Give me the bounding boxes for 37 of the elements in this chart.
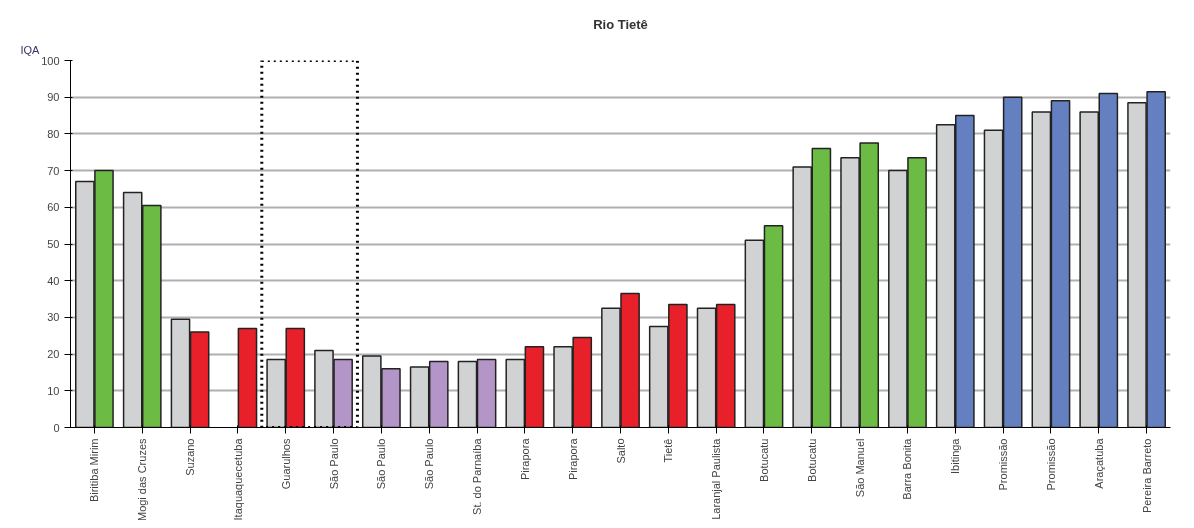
x-tick-label: Mogi das Cruzes xyxy=(136,438,149,522)
y-tick-label: 20 xyxy=(47,348,60,361)
x-tick-label: São Paulo xyxy=(423,438,436,490)
x-tick-label: Araçatuba xyxy=(1092,437,1105,489)
x-tick-label: Promissão xyxy=(997,438,1010,491)
x-tick-label: Promissão xyxy=(1044,438,1057,491)
x-tick-label: Laranjal Paulista xyxy=(710,437,723,520)
y-tick-label: 0 xyxy=(53,421,60,434)
x-tick-label: Barra Bonita xyxy=(901,437,914,500)
x-tick-label: Pirapora xyxy=(566,437,579,481)
x-tick-label: Guarulhos xyxy=(279,438,292,490)
x-tick-label: Salto xyxy=(614,438,627,464)
x-tick-label: Tietê xyxy=(662,438,675,463)
y-tick-label: 10 xyxy=(47,384,60,397)
y-tick-label: 80 xyxy=(47,127,60,140)
x-tick-label: São Paulo xyxy=(375,438,388,490)
y-tick-label: 50 xyxy=(47,238,60,250)
x-tick-label: São Manuel xyxy=(853,438,866,498)
x-tick-label: Biritiba Mirim xyxy=(88,438,101,503)
x-tick-label: Pereira Barreto xyxy=(1140,438,1153,514)
chart-title: Rio Tietê xyxy=(593,16,648,32)
y-tick-label: 40 xyxy=(47,274,60,287)
bar xyxy=(237,327,258,428)
y-axis-title: IQA xyxy=(20,43,41,56)
x-tick-label: Botucatu xyxy=(805,438,818,482)
y-tick-label: 90 xyxy=(47,91,60,104)
x-tick-label: São Paulo xyxy=(327,438,340,490)
x-tick-label: Pirapora xyxy=(518,437,531,481)
y-tick-label: 60 xyxy=(47,201,60,214)
x-tick-label: Ibitinga xyxy=(949,437,962,474)
x-tick-label: Itaquaquecetuba xyxy=(231,437,244,521)
x-tick-label: Botucatu xyxy=(757,438,770,482)
y-tick-label: 70 xyxy=(47,164,60,177)
x-tick-label: Suzano xyxy=(184,438,197,476)
y-tick-label: 30 xyxy=(47,311,60,324)
x-tick-label: St. do Parnaíba xyxy=(471,437,484,515)
y-tick-label: 100 xyxy=(41,54,60,67)
